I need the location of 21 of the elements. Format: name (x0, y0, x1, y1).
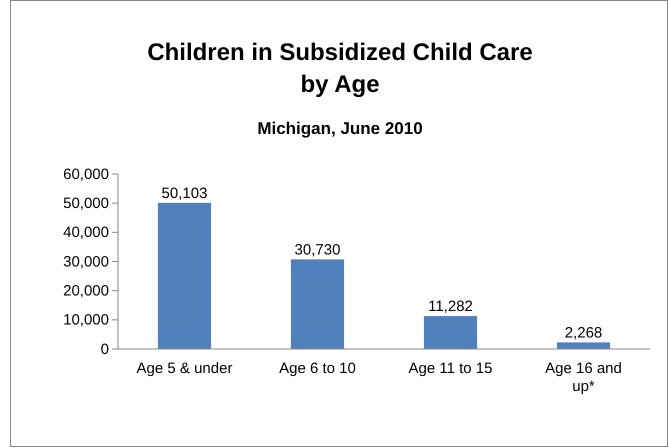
x-tick-label: Age 11 to 15 (408, 360, 492, 377)
x-tick-label: Age 6 to 10 (279, 360, 356, 377)
y-tick-label: 0 (100, 340, 109, 358)
bar (158, 202, 212, 349)
bar (556, 342, 610, 349)
x-tick-label: Age 5 & under (136, 360, 232, 377)
y-tick-label: 50,000 (63, 194, 109, 212)
y-tick-label: 20,000 (63, 282, 109, 300)
y-tick-label: 10,000 (63, 312, 109, 329)
data-label: 11,282 (428, 298, 473, 316)
y-tick-label: 60,000 (63, 166, 109, 183)
y-tick-label: 30,000 (63, 253, 109, 270)
chart-subtitle: Michigan, June 2010 (257, 119, 423, 138)
data-label: 2,268 (564, 324, 602, 342)
bar (290, 259, 344, 349)
data-label: 50,103 (162, 184, 208, 202)
data-label: 30,730 (294, 241, 340, 258)
y-tick-label: 40,000 (63, 224, 109, 242)
bar (424, 316, 478, 349)
x-tick-label: Age 16 and up* (545, 360, 622, 395)
chart-title: Children in Subsidized Child Care by Age (147, 39, 533, 98)
